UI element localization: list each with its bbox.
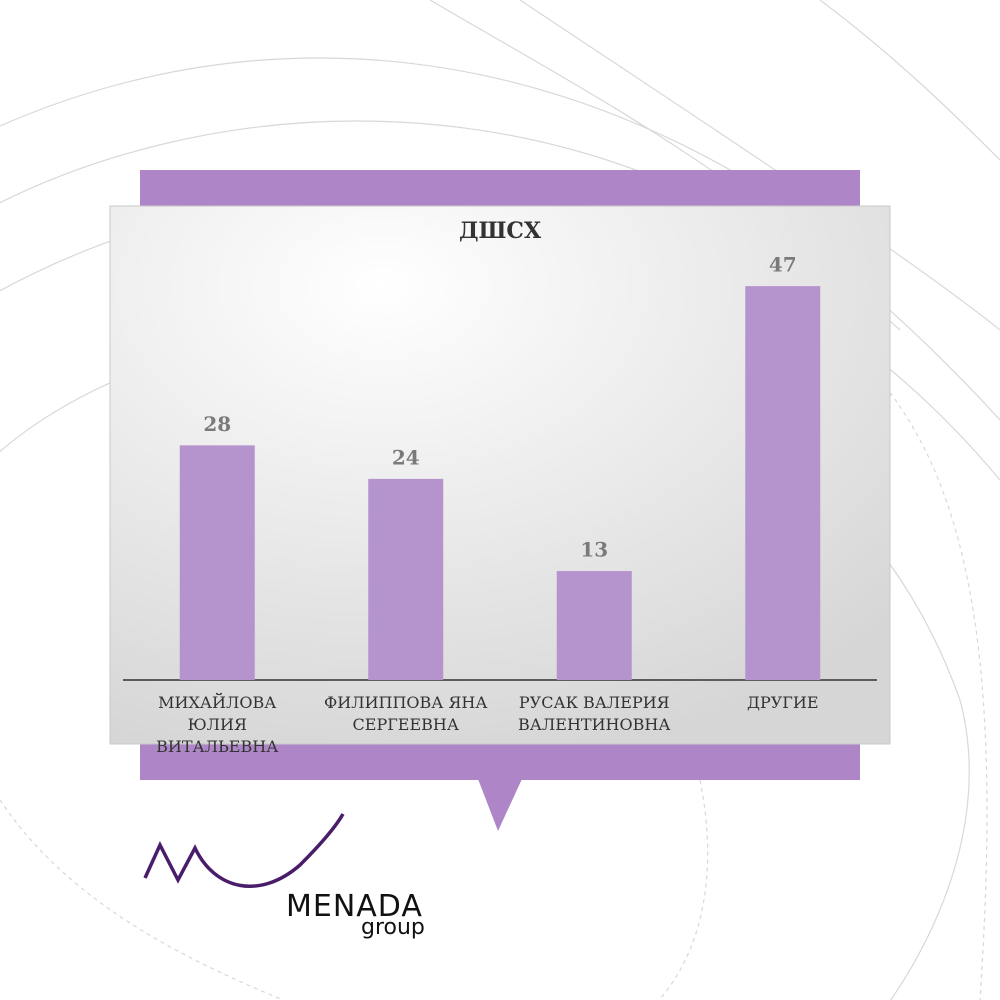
pointer	[478, 779, 522, 831]
bar	[179, 445, 255, 680]
x-tick-label: ДРУГИЕ	[746, 693, 819, 712]
x-tick-label: РУСАК ВАЛЕРИЯ ВАЛЕНТИНОВНА	[518, 693, 671, 734]
bar	[556, 571, 632, 680]
value-label: 24	[392, 445, 420, 469]
value-label: 28	[203, 412, 231, 436]
x-tick-label: МИХАЙЛОВА ЮЛИЯ ВИТАЛЬЕВНА	[156, 693, 279, 756]
value-label: 47	[769, 253, 797, 277]
logo-name: MENADA	[286, 889, 423, 924]
logo: MENADA group	[143, 813, 425, 940]
chart-title: ДШСХ	[459, 218, 542, 244]
bar	[368, 478, 444, 680]
logo-mark	[143, 813, 345, 888]
x-tick-label: ФИЛИППОВА ЯНА СЕРГЕЕВНА	[323, 693, 488, 734]
bar	[745, 286, 821, 680]
logo-sub: group	[361, 915, 425, 940]
value-label: 13	[580, 538, 608, 562]
